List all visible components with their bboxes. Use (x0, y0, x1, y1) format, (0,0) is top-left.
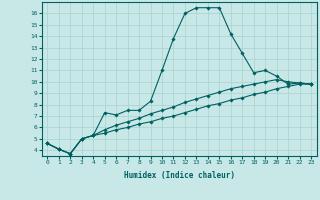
X-axis label: Humidex (Indice chaleur): Humidex (Indice chaleur) (124, 171, 235, 180)
